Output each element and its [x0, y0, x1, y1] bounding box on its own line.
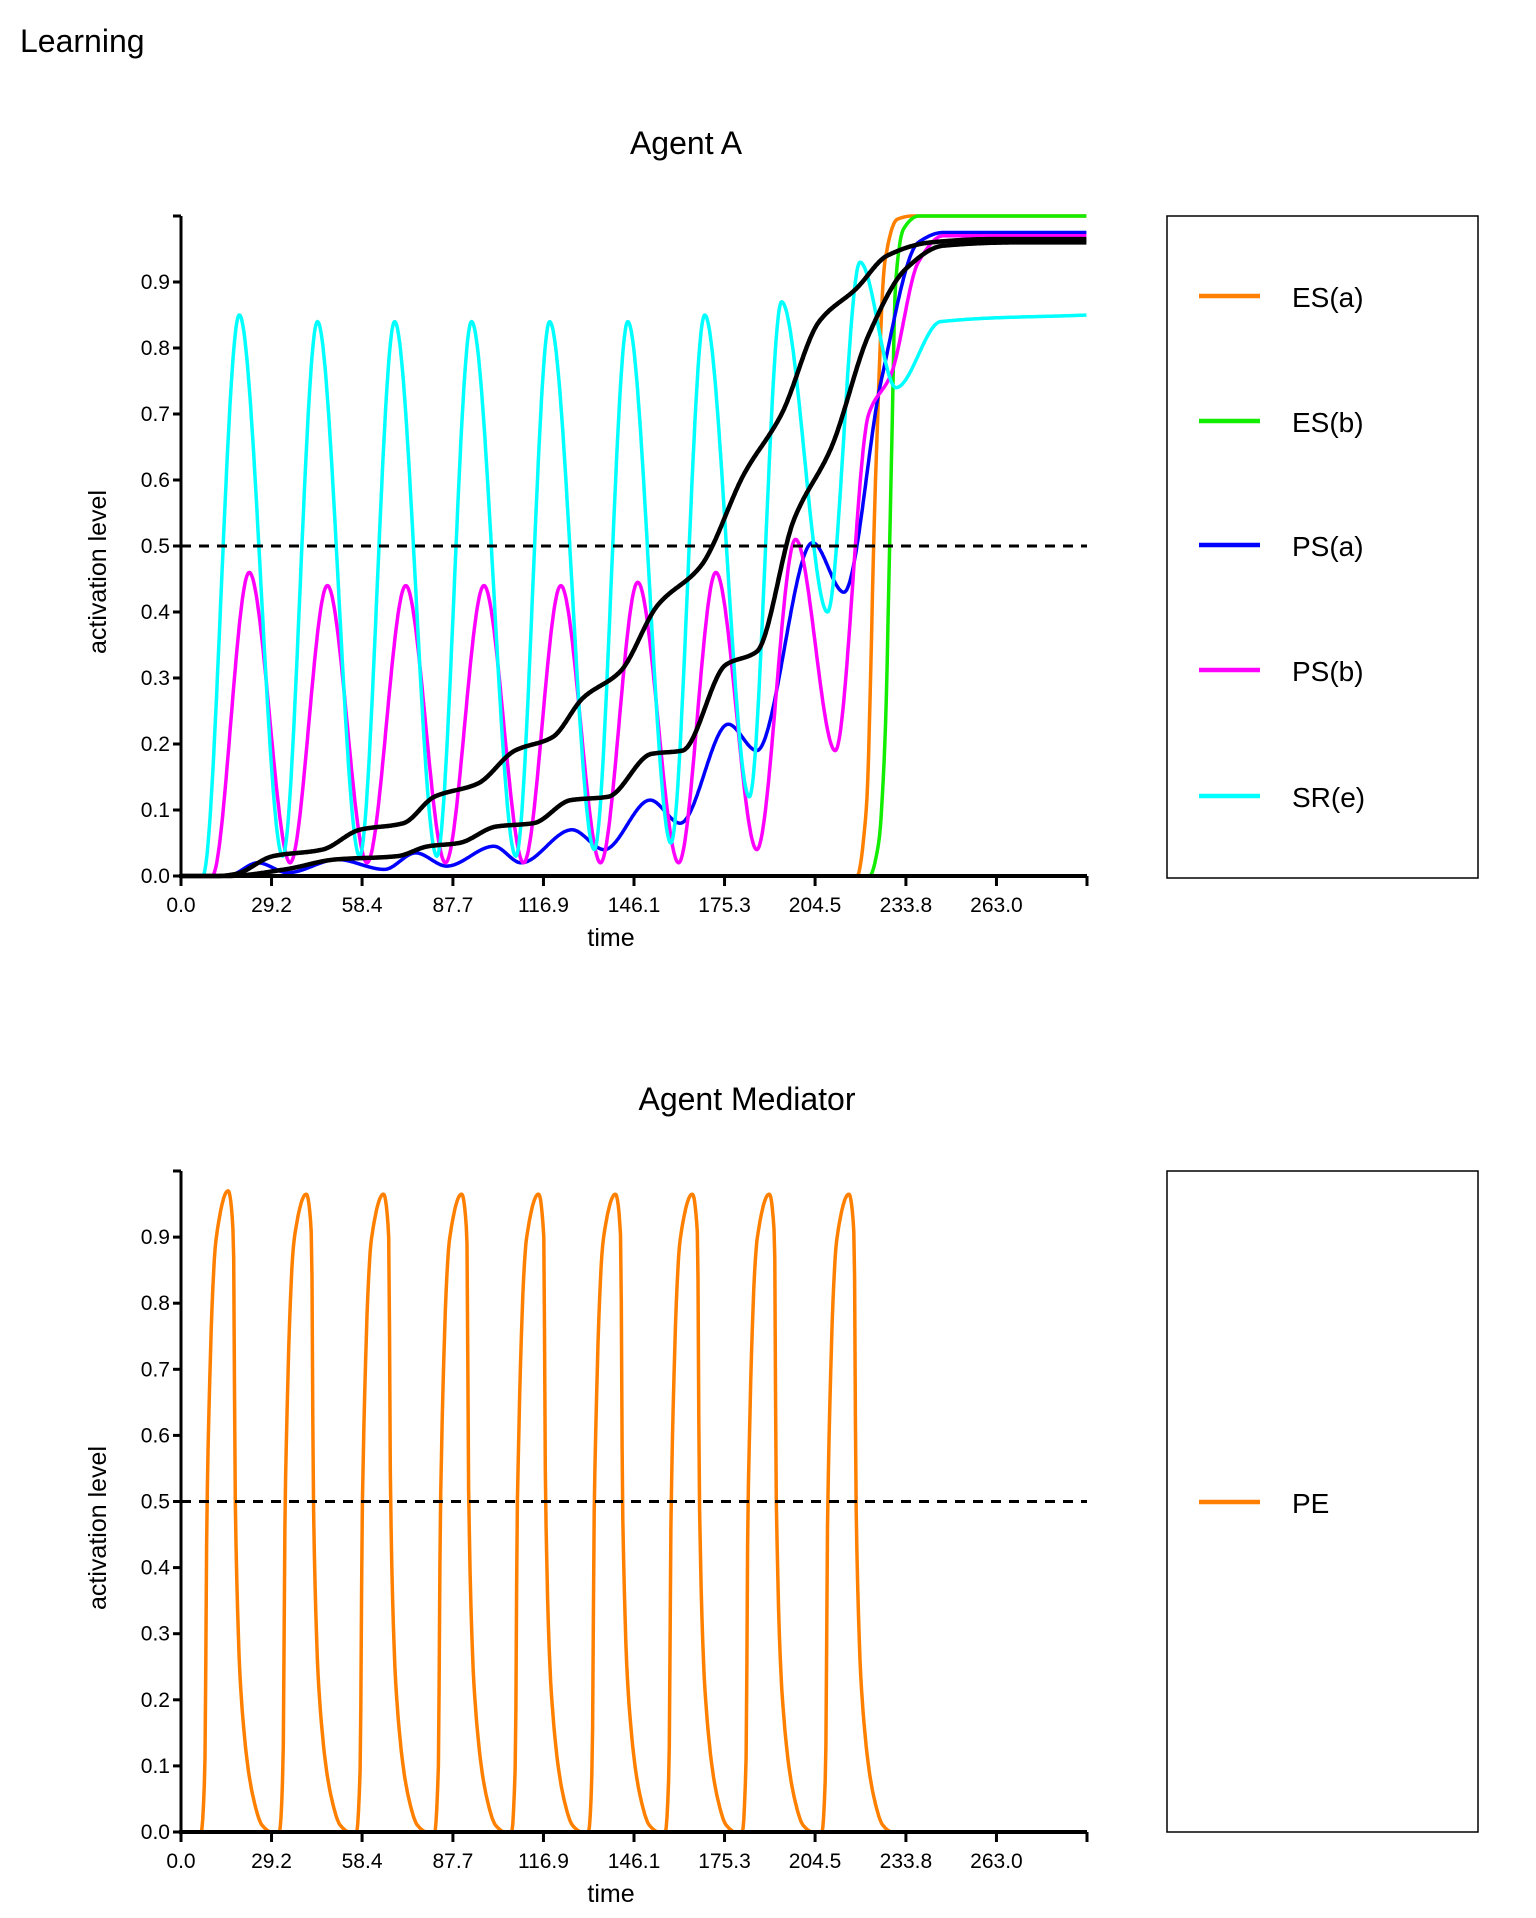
series-line-sr-e	[180, 260, 1088, 878]
y-tick-label: 0.5	[141, 1491, 170, 1514]
x-tick-label: 263.0	[970, 1850, 1023, 1873]
series-line-unlabeled-6	[179, 240, 1088, 879]
x-tick-label: 87.7	[432, 894, 473, 917]
chart-agent-a: Agent A activation level time 0.0 0.1 0.2 0…	[84, 125, 1479, 952]
series-line-ps-a	[180, 230, 1088, 878]
x-tick-label: 116.9	[518, 1850, 569, 1873]
legend-box	[1166, 215, 1479, 879]
y-axis-label: activation level	[84, 490, 112, 654]
x-tick-label: 87.7	[432, 1850, 473, 1873]
page-title: Learning	[20, 23, 145, 59]
y-axis-label: activation level	[84, 1446, 112, 1610]
y-tick-label: 0.1	[141, 799, 170, 822]
legend-box	[1166, 1170, 1479, 1833]
y-tick-label: 0.3	[141, 667, 170, 690]
legend-item: ES(b)	[1199, 407, 1364, 438]
legend-item: ES(a)	[1199, 282, 1364, 313]
legend-label: ES(a)	[1292, 282, 1364, 313]
x-tick-label: 0.0	[166, 894, 195, 917]
legend-label: PS(a)	[1292, 531, 1364, 562]
x-tick-label: 146.1	[608, 1850, 661, 1873]
x-tick-label: 0.0	[166, 1850, 195, 1873]
x-tick-label: 58.4	[342, 1850, 383, 1873]
y-tick-label: 0.4	[141, 1557, 171, 1580]
x-tick-label: 29.2	[251, 1850, 292, 1873]
legend-label: ES(b)	[1292, 407, 1364, 438]
y-tick-label: 0.9	[141, 271, 170, 294]
x-tick-label: 233.8	[880, 1850, 933, 1873]
legend-item: SR(e)	[1199, 782, 1365, 813]
x-axis-label: time	[587, 1880, 634, 1908]
series-line-pe	[180, 1189, 1088, 1834]
y-tick-label: 0.7	[141, 1358, 170, 1381]
x-axis-label: time	[587, 924, 634, 952]
y-tick-label: 0.8	[141, 1292, 170, 1315]
x-tick-label: 175.3	[698, 894, 751, 917]
y-tick-label: 0.4	[141, 601, 171, 624]
chart-title: Agent A	[630, 125, 743, 161]
legend-item: PS(a)	[1199, 531, 1364, 562]
x-tick-label: 116.9	[518, 894, 569, 917]
y-tick-label: 0.0	[141, 865, 170, 888]
chart-title: Agent Mediator	[638, 1081, 855, 1117]
series-line-ps-b	[180, 234, 1088, 878]
series-line-unlabeled-5	[179, 236, 1088, 879]
y-tick-label: 0.6	[141, 469, 170, 492]
y-tick-label: 0.6	[141, 1424, 170, 1447]
y-tick-label: 0.2	[141, 733, 170, 756]
x-tick-label: 146.1	[608, 894, 661, 917]
y-tick-label: 0.2	[141, 1689, 170, 1712]
legend-label: PE	[1292, 1488, 1329, 1519]
y-tick-label: 0.3	[141, 1623, 170, 1646]
x-tick-label: 233.8	[880, 894, 933, 917]
legend-item: PS(b)	[1199, 656, 1364, 687]
x-tick-label: 263.0	[970, 894, 1023, 917]
legend-label: SR(e)	[1292, 782, 1365, 813]
y-tick-label: 0.0	[141, 1821, 170, 1844]
series-group	[180, 1189, 1088, 1834]
x-tick-label: 204.5	[789, 894, 842, 917]
x-tick-label: 175.3	[698, 1850, 751, 1873]
x-tick-label: 58.4	[342, 894, 383, 917]
y-tick-label: 0.5	[141, 535, 170, 558]
legend-label: PS(b)	[1292, 656, 1364, 687]
chart-agent-mediator: Agent Mediator activation level time 0.0…	[84, 1081, 1479, 1908]
y-tick-label: 0.7	[141, 403, 170, 426]
y-tick-label: 0.8	[141, 337, 170, 360]
y-tick-label: 0.1	[141, 1755, 170, 1778]
legend-item: PE	[1199, 1488, 1329, 1519]
y-tick-label: 0.9	[141, 1226, 170, 1249]
x-tick-label: 204.5	[789, 1850, 842, 1873]
x-tick-label: 29.2	[251, 894, 292, 917]
